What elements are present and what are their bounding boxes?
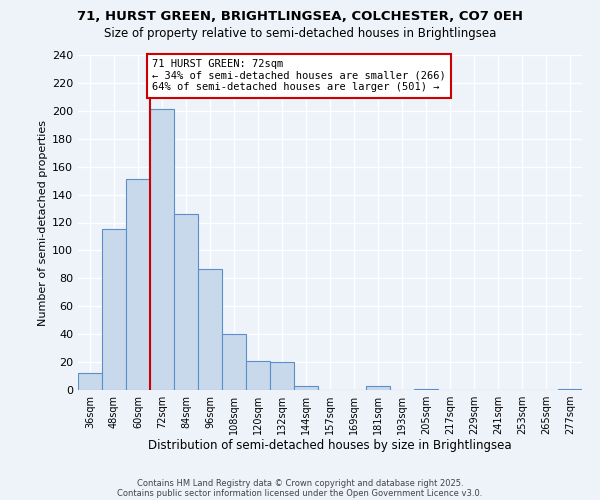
Text: Contains public sector information licensed under the Open Government Licence v3: Contains public sector information licen… [118, 488, 482, 498]
Bar [366, 386, 390, 390]
Bar [126, 179, 150, 390]
Bar [198, 268, 222, 390]
Bar [78, 373, 102, 390]
Y-axis label: Number of semi-detached properties: Number of semi-detached properties [38, 120, 48, 326]
Text: 71, HURST GREEN, BRIGHTLINGSEA, COLCHESTER, CO7 0EH: 71, HURST GREEN, BRIGHTLINGSEA, COLCHEST… [77, 10, 523, 23]
Bar [414, 388, 438, 390]
Bar [150, 110, 174, 390]
Text: Size of property relative to semi-detached houses in Brightlingsea: Size of property relative to semi-detach… [104, 28, 496, 40]
Text: Contains HM Land Registry data © Crown copyright and database right 2025.: Contains HM Land Registry data © Crown c… [137, 478, 463, 488]
Bar [294, 386, 318, 390]
Bar [558, 388, 582, 390]
X-axis label: Distribution of semi-detached houses by size in Brightlingsea: Distribution of semi-detached houses by … [148, 438, 512, 452]
Bar [174, 214, 198, 390]
Text: 71 HURST GREEN: 72sqm
← 34% of semi-detached houses are smaller (266)
64% of sem: 71 HURST GREEN: 72sqm ← 34% of semi-deta… [152, 59, 446, 92]
Bar [222, 334, 246, 390]
Bar [270, 362, 294, 390]
Bar [102, 230, 126, 390]
Bar [246, 360, 270, 390]
